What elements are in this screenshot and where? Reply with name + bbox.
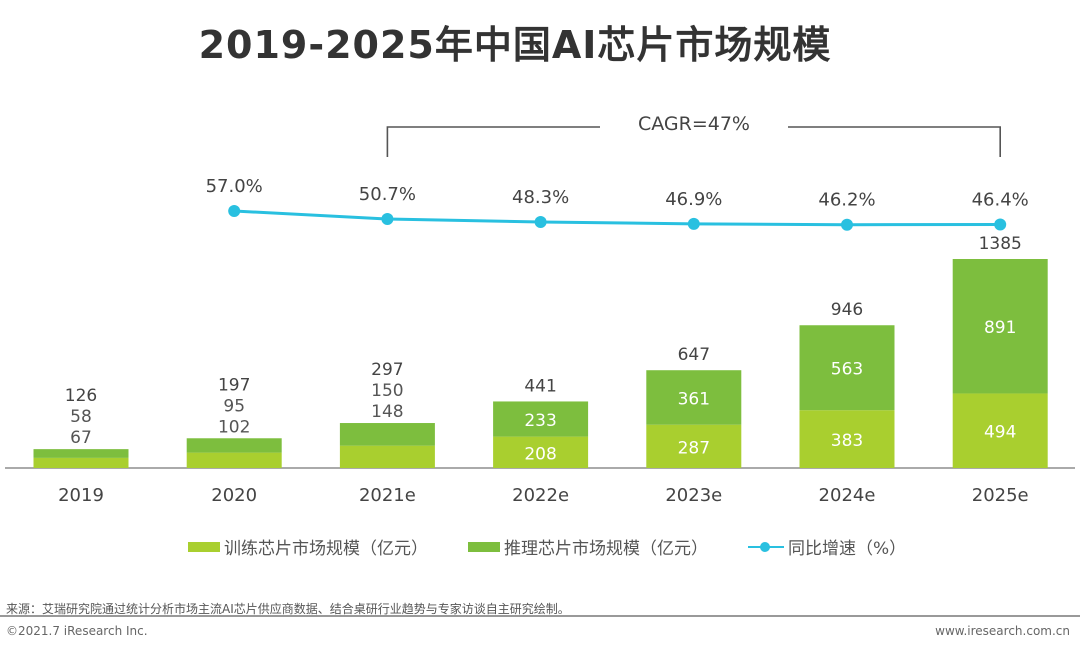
growth-label: 48.3%	[512, 187, 569, 208]
growth-point	[534, 216, 547, 229]
data-label-total: 297	[371, 360, 403, 380]
data-label-inference: 361	[678, 389, 710, 409]
x-tick-label: 2025e	[972, 485, 1029, 506]
bar-training	[646, 424, 742, 468]
legend-label-training: 训练芯片市场规模（亿元）	[224, 539, 428, 559]
legend-label-growth: 同比增速（%）	[788, 539, 907, 559]
bar-inference	[952, 259, 1048, 394]
data-label-total: 946	[831, 300, 863, 320]
data-label-inference: 150	[371, 381, 403, 401]
data-label-total: 1385	[979, 234, 1022, 254]
x-tick-label: 2023e	[665, 485, 722, 506]
legend: 训练芯片市场规模（亿元） 推理芯片市场规模（亿元） 同比增速（%）	[188, 534, 906, 559]
legend-item-inference: 推理芯片市场规模（亿元）	[468, 534, 708, 559]
legend-label-inference: 推理芯片市场规模（亿元）	[504, 539, 708, 559]
bar-training	[799, 410, 895, 468]
bar-training	[33, 457, 129, 468]
legend-swatch-training	[188, 541, 220, 552]
data-label-training: 67	[70, 428, 92, 448]
data-label-training: 208	[524, 444, 556, 464]
bar-training	[339, 445, 435, 468]
bar-inference	[33, 449, 129, 458]
data-label-total: 441	[524, 376, 556, 396]
data-label-inference: 563	[831, 360, 863, 380]
growth-point	[687, 217, 700, 230]
bar-training	[493, 436, 589, 468]
cagr-annotation: CAGR=47%	[638, 113, 750, 135]
data-label-inference: 233	[524, 411, 556, 431]
growth-label: 46.9%	[665, 189, 722, 210]
copyright: ©2021.7 iResearch Inc.	[6, 624, 148, 638]
data-label-training: 383	[831, 431, 863, 451]
growth-point	[994, 218, 1007, 231]
data-label-total: 126	[65, 386, 97, 406]
data-label-inference: 891	[984, 318, 1016, 338]
legend-swatch-growth	[748, 540, 784, 554]
data-label-inference: 58	[70, 407, 92, 427]
data-label-training: 148	[371, 402, 403, 422]
legend-item-growth: 同比增速（%）	[748, 534, 906, 559]
legend-swatch-inference	[468, 541, 500, 552]
bar-inference	[493, 401, 589, 437]
x-tick-label: 2019	[58, 485, 104, 506]
x-tick-label: 2024e	[819, 485, 876, 506]
data-label-inference: 95	[223, 396, 245, 416]
data-label-total: 197	[218, 375, 250, 395]
bar-inference	[186, 438, 282, 453]
footer-divider	[0, 615, 1080, 617]
source-note: 来源：艾瑞研究院通过统计分析市场主流AI芯片供应商数据、结合桌研行业趋势与专家访…	[6, 602, 570, 616]
data-label-training: 102	[218, 417, 250, 437]
growth-label: 46.2%	[818, 190, 875, 211]
bar-inference	[339, 423, 435, 446]
cagr-bracket-left	[386, 126, 600, 157]
data-label-training: 494	[984, 423, 1016, 443]
chart-title: 2019-2025年中国AI芯片市场规模	[198, 23, 832, 67]
growth-label: 57.0%	[206, 176, 263, 197]
cagr-bracket-right	[788, 126, 1002, 157]
website: www.iresearch.com.cn	[935, 624, 1070, 638]
bar-training	[186, 452, 282, 468]
x-tick-label: 2022e	[512, 485, 569, 506]
legend-item-training: 训练芯片市场规模（亿元）	[188, 534, 428, 559]
growth-point	[228, 205, 241, 217]
data-label-total: 647	[678, 345, 710, 365]
growth-line	[234, 209, 1001, 227]
x-tick-label: 2021e	[359, 485, 416, 506]
growth-point	[381, 213, 394, 226]
growth-point	[841, 218, 853, 231]
growth-label: 50.7%	[359, 184, 416, 205]
bar-inference	[799, 325, 895, 411]
growth-label: 46.4%	[972, 189, 1029, 210]
data-label-training: 287	[678, 438, 710, 458]
x-tick-label: 2020	[211, 485, 257, 506]
bar-training	[952, 393, 1048, 468]
bar-inference	[646, 370, 742, 425]
